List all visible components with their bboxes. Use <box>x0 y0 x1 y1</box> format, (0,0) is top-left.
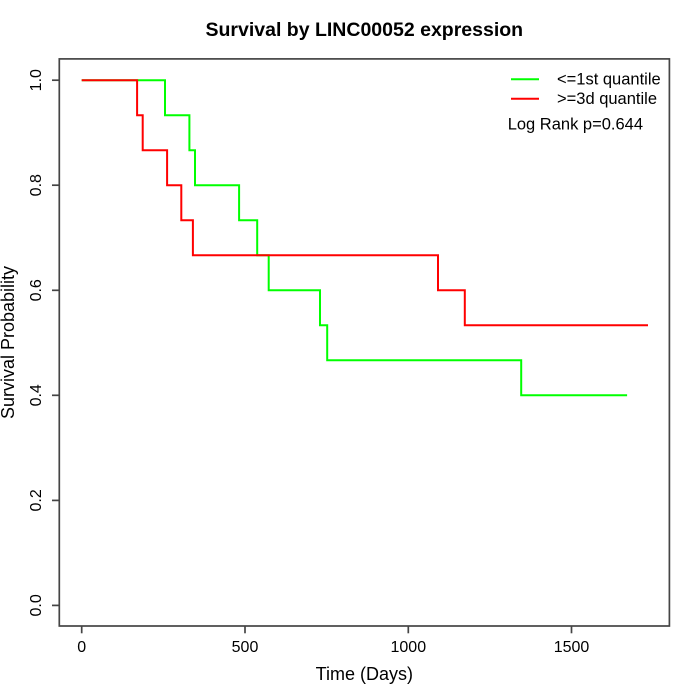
svg-text:0.6: 0.6 <box>28 279 45 301</box>
svg-text:1500: 1500 <box>554 639 590 656</box>
svg-text:0.4: 0.4 <box>28 384 45 406</box>
svg-text:500: 500 <box>232 639 259 656</box>
svg-text:0.0: 0.0 <box>28 594 45 616</box>
svg-text:Log Rank p=0.644: Log Rank p=0.644 <box>508 115 643 133</box>
svg-text:Survival Probability: Survival Probability <box>0 266 18 419</box>
svg-text:<=1st quantile: <=1st quantile <box>557 70 661 88</box>
svg-text:Time (Days): Time (Days) <box>316 664 413 684</box>
svg-text:0.8: 0.8 <box>28 174 45 196</box>
svg-text:>=3d quantile: >=3d quantile <box>557 90 657 108</box>
svg-text:0: 0 <box>77 639 86 656</box>
svg-text:1000: 1000 <box>391 639 427 656</box>
svg-text:0.2: 0.2 <box>28 489 45 511</box>
svg-text:Survival by LINC00052 expressi: Survival by LINC00052 expression <box>206 19 524 41</box>
svg-text:1.0: 1.0 <box>28 69 45 91</box>
